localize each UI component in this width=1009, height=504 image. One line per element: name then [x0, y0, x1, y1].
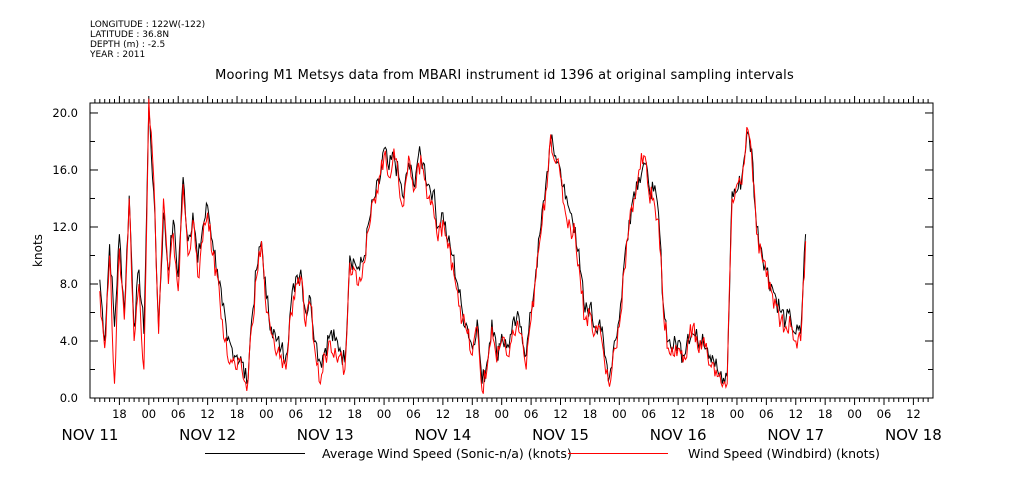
x-hour-label: 00 [259, 407, 274, 421]
series-line-average-wind-speed [99, 107, 807, 384]
x-day-label: NOV 17 [767, 426, 824, 444]
x-hour-label: 18 [583, 407, 598, 421]
x-day-label: NOV 11 [62, 426, 119, 444]
y-tick-label: 4.0 [60, 334, 78, 348]
x-hour-label: 06 [759, 407, 774, 421]
legend-avg-swatch [205, 453, 305, 454]
x-hour-label: 00 [847, 407, 862, 421]
plot-frame [89, 102, 934, 399]
x-hour-label: 06 [171, 407, 186, 421]
x-hour-label: 12 [671, 407, 686, 421]
x-hour-label: 18 [465, 407, 480, 421]
x-hour-label: 06 [641, 407, 656, 421]
x-day-label: NOV 15 [532, 426, 589, 444]
x-hour-label: 12 [200, 407, 215, 421]
x-day-label: NOV 13 [297, 426, 354, 444]
mooring-metadata: LONGITUDE : 122W(-122) LATITUDE : 36.8N … [90, 20, 205, 60]
x-hour-label: 00 [730, 407, 745, 421]
year-label: YEAR : 2011 [90, 50, 146, 60]
x-hour-label: 00 [141, 407, 156, 421]
x-hour-label: 12 [553, 407, 568, 421]
x-day-label: NOV 16 [650, 426, 707, 444]
x-day-label: NOV 14 [414, 426, 471, 444]
x-hour-label: 06 [524, 407, 539, 421]
x-day-label: NOV 12 [179, 426, 236, 444]
x-hour-label: 12 [436, 407, 451, 421]
x-day-label: NOV 18 [885, 426, 942, 444]
legend-avg-label: Average Wind Speed (Sonic-n/a) (knots) [322, 446, 572, 461]
x-hour-label: 12 [906, 407, 921, 421]
x-hour-label: 18 [347, 407, 362, 421]
x-hour-label: 18 [700, 407, 715, 421]
x-hour-label: 18 [112, 407, 127, 421]
x-hour-label: 00 [494, 407, 509, 421]
chart-title: Mooring M1 Metsys data from MBARI instru… [215, 68, 794, 83]
legend-windbird-label: Wind Speed (Windbird) (knots) [688, 446, 880, 461]
y-axis-title: knots [31, 234, 45, 267]
y-tick-label: 8.0 [60, 277, 78, 291]
x-hour-label: 12 [318, 407, 333, 421]
x-hour-label: 18 [230, 407, 245, 421]
x-hour-label: 12 [788, 407, 803, 421]
x-hour-label: 00 [377, 407, 392, 421]
x-hour-label: 06 [877, 407, 892, 421]
y-tick-label: 16.0 [52, 163, 78, 177]
y-tick-label: 0.0 [60, 391, 78, 405]
x-hour-label: 18 [818, 407, 833, 421]
x-hour-label: 00 [612, 407, 627, 421]
x-hour-label: 06 [289, 407, 304, 421]
latitude-label: LATITUDE : 36.8N [90, 30, 170, 40]
series-line-windbird-wind-speed [99, 98, 807, 394]
y-tick-label: 12.0 [52, 220, 78, 234]
x-hour-label: 06 [406, 407, 421, 421]
longitude-label: LONGITUDE : 122W(-122) [90, 20, 206, 30]
legend-windbird-swatch [568, 453, 668, 454]
depth-label: DEPTH (m) : -2.5 [90, 40, 166, 50]
y-tick-label: 20.0 [52, 106, 78, 120]
